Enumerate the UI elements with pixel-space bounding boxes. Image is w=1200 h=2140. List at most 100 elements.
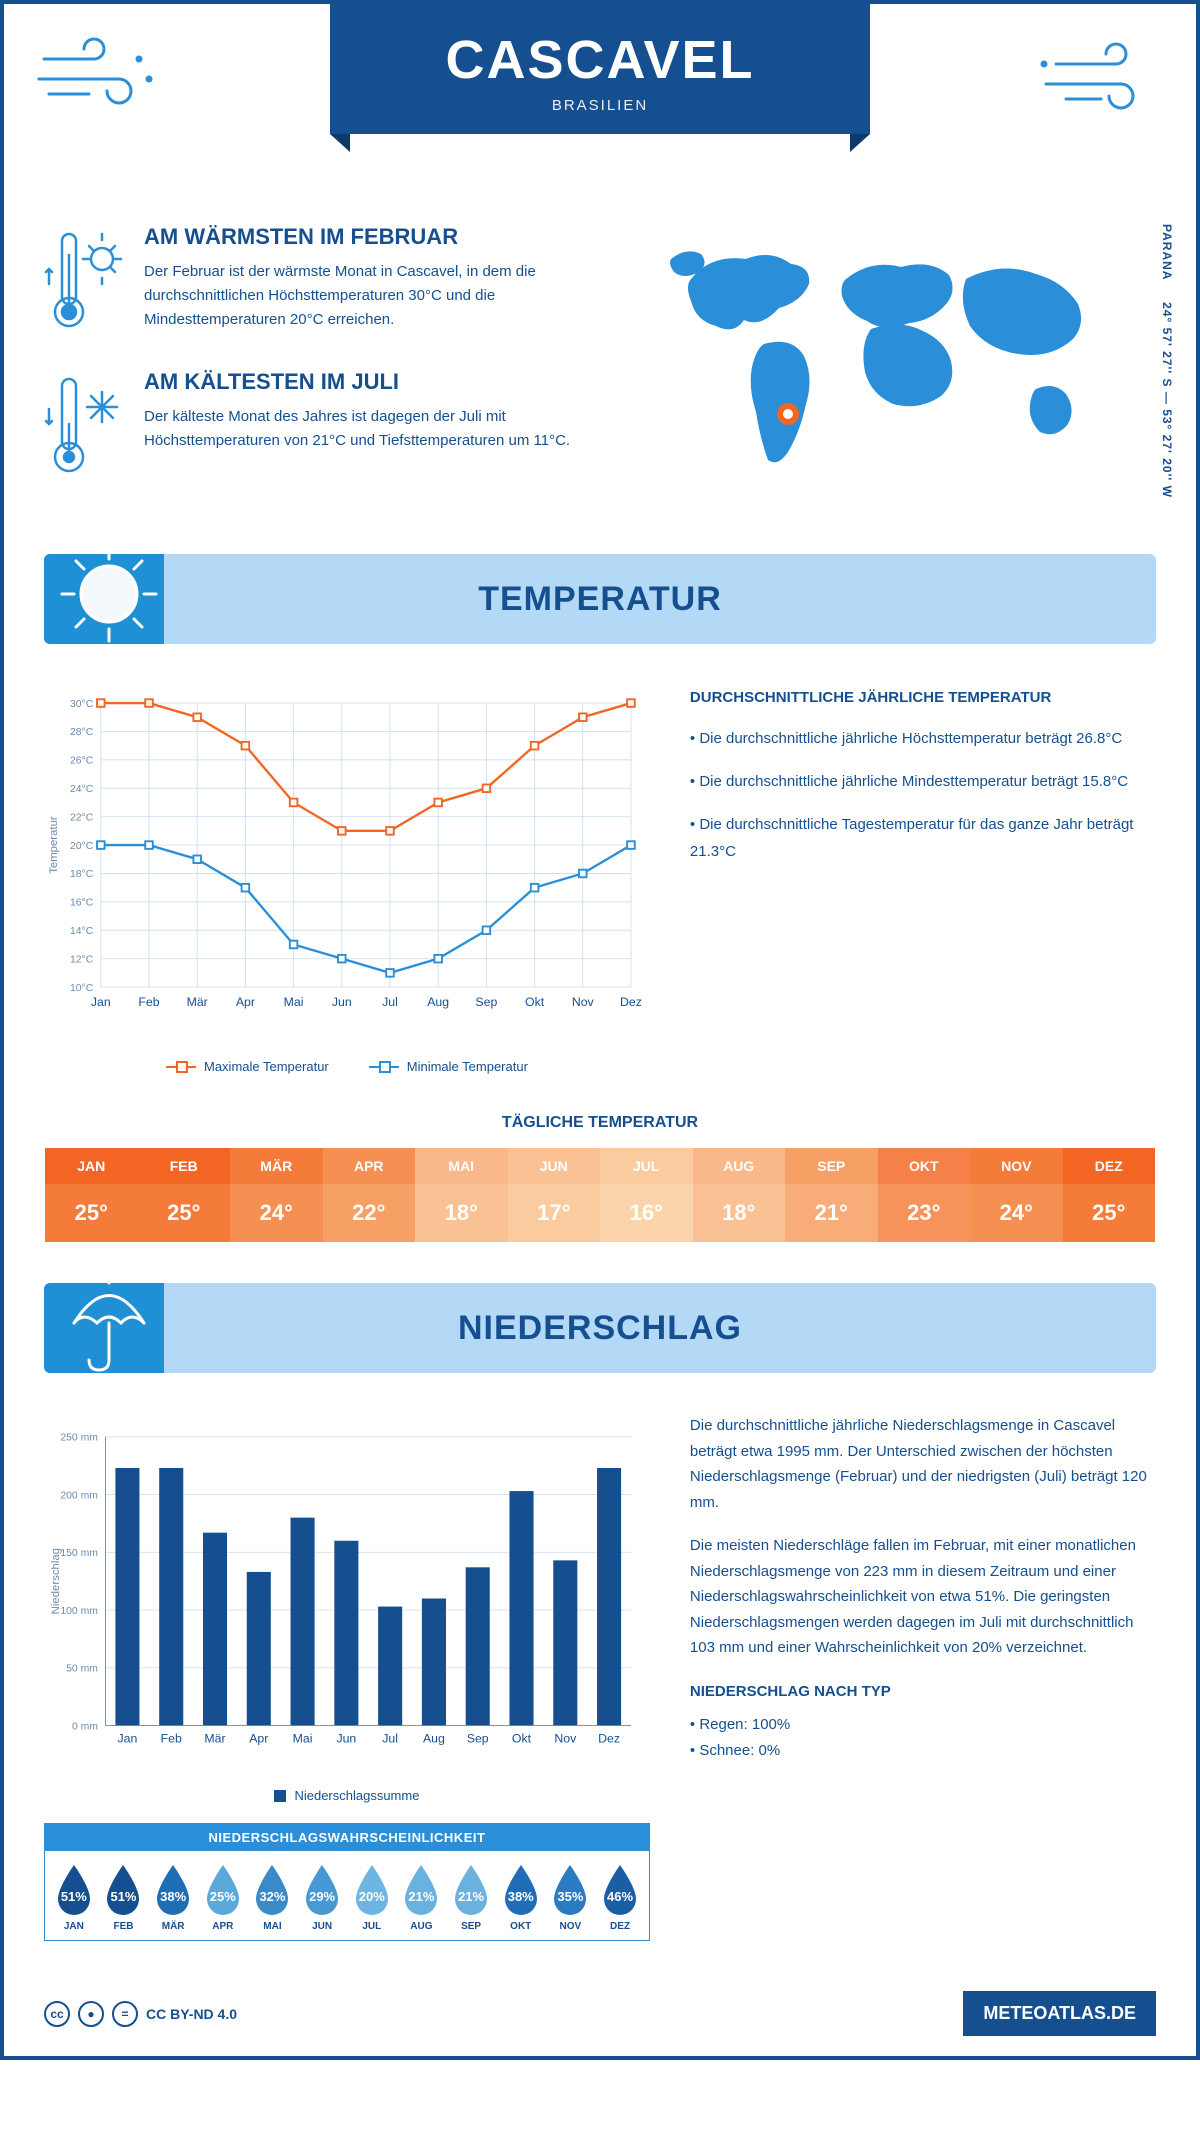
fact-coldest: AM KÄLTESTEN IM JULI Der kälteste Monat … [44, 369, 616, 484]
world-map: PARANA 24° 57' 27'' S — 53° 27' 20'' W [636, 224, 1156, 514]
prob-title: NIEDERSCHLAGSWAHRSCHEINLICHKEIT [45, 1824, 649, 1851]
svg-text:Apr: Apr [249, 1732, 268, 1746]
section-header-temp: TEMPERATUR [44, 554, 1156, 644]
probability-drop: 20%JUL [350, 1863, 394, 1932]
probability-drop: 46%DEZ [598, 1863, 642, 1932]
svg-text:Temperatur: Temperatur [48, 816, 60, 874]
svg-text:Aug: Aug [423, 1732, 445, 1746]
probability-drop: 29%JUN [300, 1863, 344, 1932]
country-name: BRASILIEN [330, 97, 870, 114]
umbrella-icon [54, 1268, 164, 1383]
section-title: NIEDERSCHLAG [458, 1309, 742, 1348]
svg-text:Aug: Aug [427, 995, 449, 1009]
daily-col: APR22° [323, 1148, 416, 1242]
city-name: CASCAVEL [330, 29, 870, 91]
svg-text:Sep: Sep [467, 1732, 489, 1746]
daily-col: DEZ25° [1063, 1148, 1156, 1242]
wind-icon [1036, 34, 1166, 129]
svg-text:Feb: Feb [161, 1732, 182, 1746]
svg-text:Okt: Okt [525, 995, 545, 1009]
probability-drops: 51%JAN51%FEB38%MÄR25%APR32%MAI29%JUN20%J… [45, 1851, 649, 1940]
svg-text:Mär: Mär [204, 1732, 225, 1746]
temperature-area: 10°C 12°C 14°C 16°C 18°C 20°C 22°C 24°C 26°C 28°C… [4, 644, 1196, 1094]
facts-column: AM WÄRMSTEN IM FEBRUAR Der Februar ist d… [44, 224, 616, 514]
fact-body: Der Februar ist der wärmste Monat in Cas… [144, 260, 616, 332]
daily-temp-table: JAN25°FEB25°MÄR24°APR22°MAI18°JUN17°JUL1… [44, 1147, 1156, 1243]
svg-text:50 mm: 50 mm [66, 1664, 98, 1675]
daily-temp-title: TÄGLICHE TEMPERATUR [4, 1114, 1196, 1132]
svg-text:12°C: 12°C [70, 954, 94, 965]
nd-icon: = [112, 2001, 138, 2027]
fact-warmest: AM WÄRMSTEN IM FEBRUAR Der Februar ist d… [44, 224, 616, 339]
svg-text:14°C: 14°C [70, 926, 94, 937]
svg-text:16°C: 16°C [70, 898, 94, 909]
precipitation-summary: Die durchschnittliche jährliche Niedersc… [690, 1413, 1156, 1941]
svg-text:Mär: Mär [187, 995, 208, 1009]
probability-drop: 35%NOV [548, 1863, 592, 1932]
temperature-summary: DURCHSCHNITTLICHE JÄHRLICHE TEMPERATUR •… [690, 684, 1156, 1074]
intro-section: AM WÄRMSTEN IM FEBRUAR Der Februar ist d… [4, 204, 1196, 544]
daily-col: SEP21° [785, 1148, 878, 1242]
precipitation-bar-chart: 0 mm 50 mm 100 mm 150 mm 200 mm 250 mm Nieders… [44, 1413, 650, 1941]
coordinates: PARANA 24° 57' 27'' S — 53° 27' 20'' W [1160, 224, 1174, 498]
cc-icon: cc [44, 2001, 70, 2027]
precipitation-area: 0 mm 50 mm 100 mm 150 mm 200 mm 250 mm Nieders… [4, 1373, 1196, 1961]
header: CASCAVEL BRASILIEN [4, 4, 1196, 204]
svg-text:Jan: Jan [91, 995, 111, 1009]
svg-text:Jul: Jul [382, 995, 398, 1009]
section-header-precip: NIEDERSCHLAG [44, 1283, 1156, 1373]
probability-drop: 21%SEP [449, 1863, 493, 1932]
svg-text:Jan: Jan [118, 1732, 138, 1746]
wind-icon [34, 34, 164, 129]
svg-text:Jun: Jun [336, 1732, 356, 1746]
svg-text:26°C: 26°C [70, 756, 94, 767]
site-name: METEOATLAS.DE [963, 1991, 1156, 2036]
title-banner: CASCAVEL BRASILIEN [330, 4, 870, 134]
svg-text:150 mm: 150 mm [60, 1548, 98, 1559]
svg-text:Jun: Jun [332, 995, 352, 1009]
svg-text:250 mm: 250 mm [60, 1433, 98, 1444]
probability-drop: 51%FEB [101, 1863, 145, 1932]
daily-col: AUG18° [693, 1148, 786, 1242]
chart-legend: Niederschlagssumme [44, 1788, 650, 1803]
svg-text:Niederschlag: Niederschlag [50, 1548, 62, 1614]
thermometer-sun-icon [44, 224, 124, 339]
svg-text:30°C: 30°C [70, 699, 94, 710]
svg-text:Feb: Feb [138, 995, 159, 1009]
sun-icon [54, 539, 164, 654]
daily-col: FEB25° [138, 1148, 231, 1242]
daily-col: NOV24° [970, 1148, 1063, 1242]
svg-text:10°C: 10°C [70, 983, 94, 994]
daily-col: JUN17° [508, 1148, 601, 1242]
svg-text:Mai: Mai [293, 1732, 313, 1746]
license: cc ● = CC BY-ND 4.0 [44, 2001, 237, 2027]
infographic-page: CASCAVEL BRASILIEN AM WÄRMSTEN IM FEBRUA… [0, 0, 1200, 2060]
probability-drop: 25%APR [201, 1863, 245, 1932]
svg-text:18°C: 18°C [70, 869, 94, 880]
section-title: TEMPERATUR [478, 580, 722, 619]
svg-text:100 mm: 100 mm [60, 1606, 98, 1617]
svg-text:Dez: Dez [620, 995, 642, 1009]
by-icon: ● [78, 2001, 104, 2027]
fact-title: AM KÄLTESTEN IM JULI [144, 369, 616, 395]
fact-body: Der kälteste Monat des Jahres ist dagege… [144, 405, 616, 453]
svg-text:22°C: 22°C [70, 812, 94, 823]
svg-text:Okt: Okt [512, 1732, 532, 1746]
footer: cc ● = CC BY-ND 4.0 METEOATLAS.DE [4, 1991, 1196, 2036]
svg-text:200 mm: 200 mm [60, 1490, 98, 1501]
daily-col: MÄR24° [230, 1148, 323, 1242]
chart-legend: Maximale Temperatur Minimale Temperatur [44, 1059, 650, 1074]
svg-text:28°C: 28°C [70, 727, 94, 738]
svg-text:Apr: Apr [236, 995, 255, 1009]
svg-text:0 mm: 0 mm [72, 1721, 98, 1732]
svg-text:24°C: 24°C [70, 784, 94, 795]
svg-text:Jul: Jul [382, 1732, 398, 1746]
thermometer-snow-icon [44, 369, 124, 484]
precipitation-probability-box: NIEDERSCHLAGSWAHRSCHEINLICHKEIT 51%JAN51… [44, 1823, 650, 1941]
temperature-line-chart: 10°C 12°C 14°C 16°C 18°C 20°C 22°C 24°C 26°C 28°C… [44, 684, 650, 1074]
svg-text:Dez: Dez [598, 1732, 620, 1746]
svg-text:20°C: 20°C [70, 841, 94, 852]
probability-drop: 21%AUG [399, 1863, 443, 1932]
daily-col: JUL16° [600, 1148, 693, 1242]
fact-title: AM WÄRMSTEN IM FEBRUAR [144, 224, 616, 250]
